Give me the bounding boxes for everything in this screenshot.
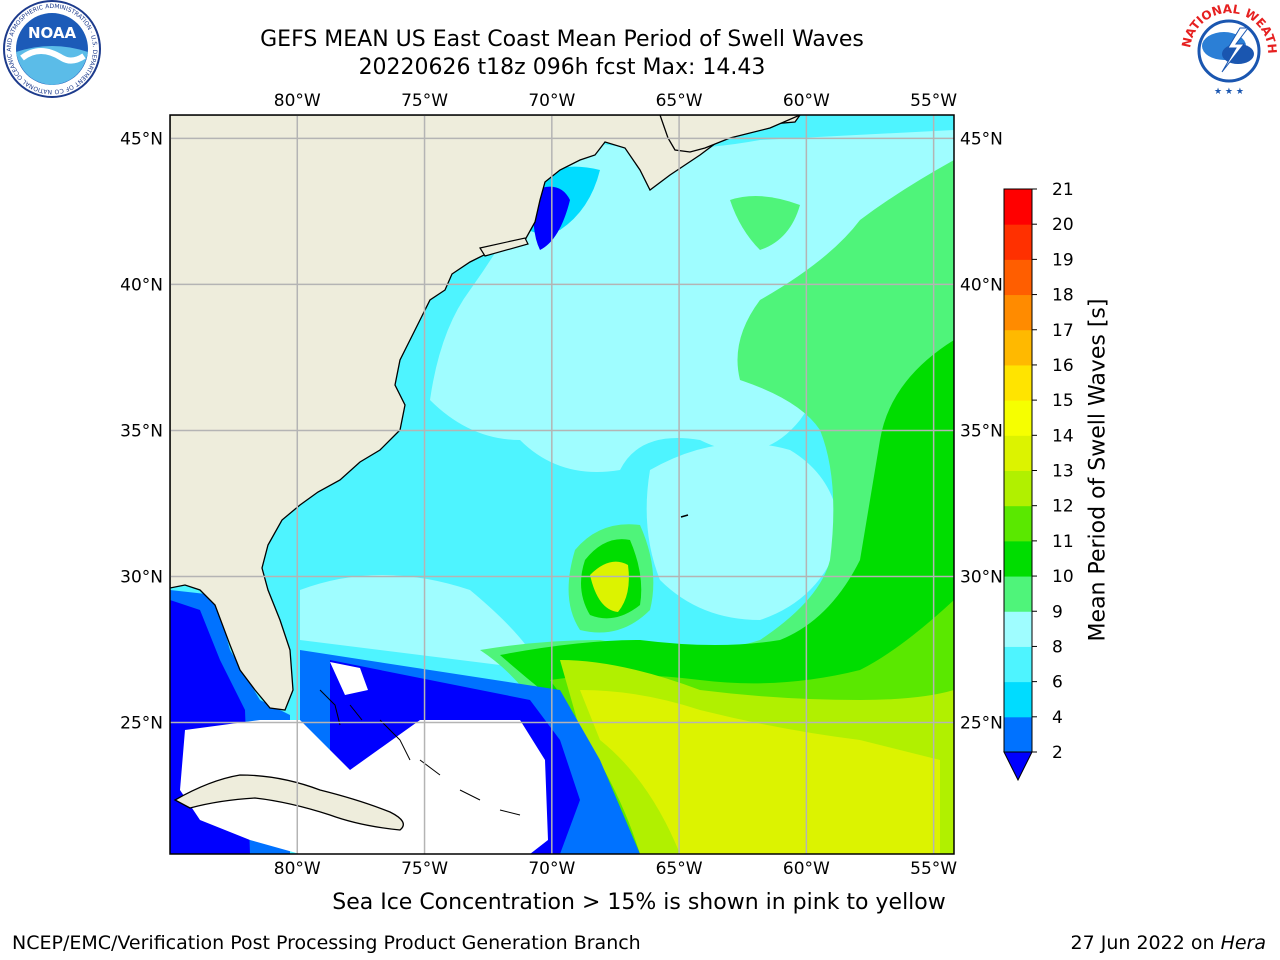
- colorbar-tick-label: 10: [1052, 567, 1074, 587]
- colorbar-tick-label: 19: [1052, 250, 1074, 270]
- land-north-america: [170, 115, 801, 711]
- colorbar-tick-label: 18: [1052, 286, 1074, 306]
- latitude-label: 35°N: [120, 421, 163, 441]
- no-data-region-bahamas: [330, 662, 368, 695]
- colorbar-segment: [1004, 505, 1032, 542]
- longitude-labels-bottom: 80°W 75°W 70°W 65°W 60°W 55°W: [274, 859, 957, 879]
- map-frame: [169, 114, 955, 855]
- noaa-logo-text: NOAA: [28, 24, 77, 42]
- colorbar-segment: [1004, 400, 1032, 436]
- island-long-island: [479, 237, 529, 257]
- land-nova-scotia: [659, 115, 801, 153]
- graticule: [170, 115, 954, 854]
- colorbar-segment: [1004, 646, 1032, 683]
- sea-ice-note: Sea Ice Concentration > 15% is shown in …: [332, 890, 946, 915]
- longitude-label: 60°W: [783, 859, 830, 879]
- footer-host: Hera: [1220, 932, 1266, 954]
- longitude-label: 65°W: [656, 91, 703, 111]
- colorbar-tick-label: 17: [1052, 321, 1074, 341]
- swell-region-13s-plume: [590, 561, 629, 612]
- colorbar-segment: [1004, 716, 1032, 753]
- colorbar-segment: [1004, 329, 1032, 366]
- colorbar-segment: [1004, 189, 1032, 225]
- colorbar-segment: [1004, 611, 1032, 647]
- noaa-logo: NOAA NATIONAL OCEANIC AND ATMOSPHERIC AD…: [0, 0, 101, 98]
- longitude-label: 55°W: [910, 91, 957, 111]
- colorbar-tick-label: 6: [1052, 673, 1063, 693]
- longitude-labels-top: 80°W 75°W 70°W 65°W 60°W 55°W: [274, 91, 957, 111]
- latitude-label: 30°N: [120, 568, 163, 588]
- colorbar-tick-label: 14: [1052, 426, 1074, 446]
- footer-date-text: 27 Jun 2022 on: [1070, 932, 1221, 954]
- latitude-label: 25°N: [120, 714, 163, 734]
- latitude-labels-left: 45°N 40°N 35°N 30°N 25°N: [120, 129, 163, 733]
- longitude-label: 60°W: [783, 91, 830, 111]
- longitude-label: 75°W: [401, 91, 448, 111]
- longitude-label: 80°W: [274, 859, 321, 879]
- svg-text:★ ★ ★: ★ ★ ★: [1214, 87, 1244, 97]
- swell-region-13s: [580, 690, 940, 854]
- latitude-labels-right: 45°N 40°N 35°N 30°N 25°N: [960, 129, 1003, 733]
- colorbar-tick-label: 12: [1052, 497, 1074, 517]
- swell-region-8s-south: [300, 575, 540, 670]
- colorbar-tick-label: 16: [1052, 356, 1074, 376]
- colorbar-tick-label: 20: [1052, 215, 1074, 235]
- latitude-label: 45°N: [960, 129, 1003, 149]
- colorbar-tick-label: 13: [1052, 462, 1074, 482]
- colorbar-segment: [1004, 364, 1032, 401]
- colorbar-tick-label: 8: [1052, 637, 1063, 657]
- longitude-label: 80°W: [274, 91, 321, 111]
- land-cuba: [173, 774, 404, 831]
- colorbar-segment: [1004, 540, 1032, 577]
- colorbar-segment: [1004, 576, 1032, 612]
- colorbar-segment: [1004, 681, 1032, 718]
- colorbar-tick-label: 2: [1052, 743, 1063, 763]
- colorbar-tick-label: 15: [1052, 391, 1074, 411]
- footer-date: 27 Jun 2022 on Hera: [1071, 932, 1266, 954]
- map-subtitle: 20220626 t18z 096h fcst Max: 14.43: [358, 55, 766, 80]
- map-title: GEFS MEAN US East Coast Mean Period of S…: [260, 27, 864, 52]
- bahamas-outlines: [319, 689, 521, 816]
- colorbar-label: Mean Period of Swell Waves [s]: [1085, 298, 1111, 642]
- map-panel: [170, 115, 954, 854]
- colorbar-tick-label: 4: [1052, 708, 1063, 728]
- swell-period-field: [170, 130, 954, 854]
- footer-credit: NCEP/EMC/Verification Post Processing Pr…: [12, 932, 641, 954]
- swell-region-9s-north: [730, 196, 800, 250]
- colorbar-segment: [1004, 294, 1032, 331]
- latitude-label: 45°N: [120, 129, 163, 149]
- longitude-label: 70°W: [528, 859, 575, 879]
- colorbar-segment: [1004, 435, 1032, 471]
- longitude-label: 65°W: [656, 859, 703, 879]
- nws-logo: NATIONAL WEATHER SERVICE ★ ★ ★: [1178, 0, 1279, 98]
- colorbar-under-arrow: [1003, 751, 1033, 782]
- latitude-label: 40°N: [960, 275, 1003, 295]
- latitude-label: 25°N: [960, 714, 1003, 734]
- colorbar-tick-label: 21: [1052, 180, 1074, 200]
- colorbar-tick-label: 11: [1052, 532, 1074, 552]
- colorbar-tick-label: 9: [1052, 602, 1063, 622]
- colorbar: 2 4 6 8 9 10 11 12 13 14 15 16 17 18 19 20 21: [1003, 180, 1074, 782]
- latitude-label: 40°N: [120, 275, 163, 295]
- colorbar-segment: [1004, 224, 1032, 260]
- latitude-label: 35°N: [960, 421, 1003, 441]
- colorbar-segment: [1004, 470, 1032, 507]
- longitude-label: 75°W: [401, 859, 448, 879]
- colorbar-segment: [1004, 259, 1032, 296]
- island-bermuda: [680, 514, 689, 518]
- longitude-label: 55°W: [910, 859, 957, 879]
- latitude-label: 30°N: [960, 568, 1003, 588]
- longitude-label: 70°W: [528, 91, 575, 111]
- no-data-region-caribbean: [180, 720, 548, 854]
